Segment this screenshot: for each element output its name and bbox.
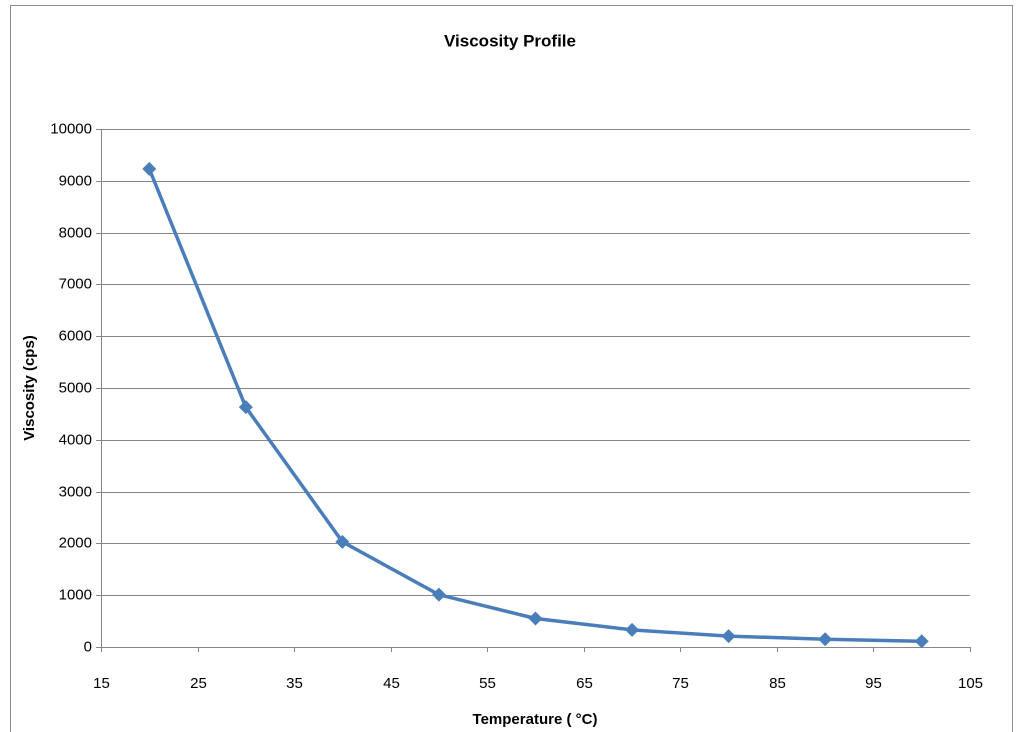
x-tick-label: 85 <box>769 675 786 692</box>
y-tick-label: 8000 <box>59 224 92 241</box>
x-tick-label: 95 <box>865 675 882 692</box>
chart-title: Viscosity Profile <box>444 31 576 50</box>
y-tick-label: 6000 <box>59 327 92 344</box>
x-axis-title: Temperature ( °C) <box>473 711 598 728</box>
y-tick-label: 9000 <box>59 172 92 189</box>
data-point <box>914 634 929 649</box>
x-tick-label: 35 <box>286 675 303 692</box>
x-tick-label: 105 <box>958 675 983 692</box>
data-point <box>142 161 157 176</box>
y-axis-title: Viscosity (cps) <box>21 335 38 441</box>
chart-border <box>10 5 1013 732</box>
data-point <box>528 611 543 626</box>
x-tick-label: 45 <box>383 675 400 692</box>
x-tick-label: 55 <box>479 675 496 692</box>
data-point <box>721 629 736 644</box>
x-tick-label: 65 <box>576 675 593 692</box>
data-point <box>431 587 446 602</box>
y-tick-label: 5000 <box>59 379 92 396</box>
y-tick-label: 0 <box>84 638 92 655</box>
data-point <box>238 400 253 415</box>
x-tick-label: 15 <box>93 675 110 692</box>
y-tick-label: 10000 <box>50 120 92 137</box>
y-tick-label: 3000 <box>59 483 92 500</box>
y-tick-label: 1000 <box>59 586 92 603</box>
y-tick-label: 4000 <box>59 431 92 448</box>
data-point <box>335 534 350 549</box>
x-tick-label: 75 <box>672 675 689 692</box>
y-tick-label: 2000 <box>59 534 92 551</box>
data-point <box>625 622 640 637</box>
data-point <box>818 632 833 647</box>
y-tick-label: 7000 <box>59 275 92 292</box>
x-tick-label: 25 <box>190 675 207 692</box>
